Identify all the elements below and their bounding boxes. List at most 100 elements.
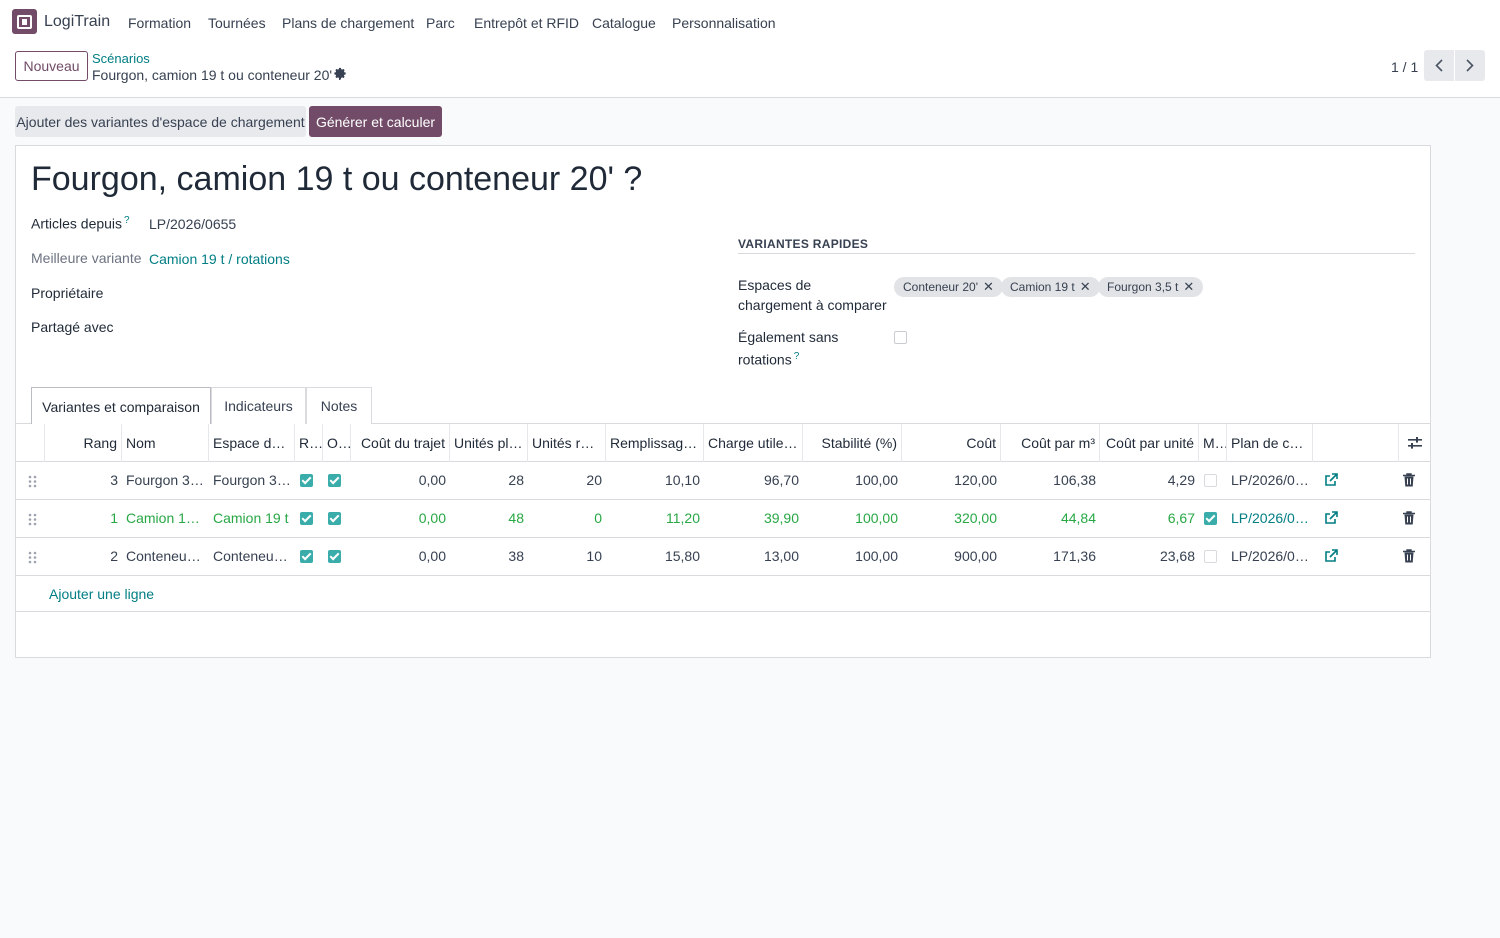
cell-m-checkbox[interactable] [1204,512,1217,525]
cell-espace[interactable]: Camion 19 t [213,510,289,526]
cell-cout-unite[interactable]: 23,68 [1159,548,1195,564]
cell-stabilite[interactable]: 100,00 [855,472,898,488]
menu-item-tournees[interactable]: Tournées [208,15,266,31]
cell-charge-utile[interactable]: 96,70 [763,472,799,488]
column-header-nom[interactable]: Nom [122,424,209,462]
column-header-cout-unite[interactable]: Coût par unité [1100,424,1199,462]
cell-stabilite[interactable]: 100,00 [855,548,898,564]
trash-icon[interactable] [1403,511,1415,525]
cell-rang[interactable]: 2 [110,548,118,564]
menu-item-formation[interactable]: Formation [128,15,192,31]
cell-unites-placees[interactable]: 48 [508,510,524,526]
add-line-link[interactable]: Ajouter une ligne [49,586,155,602]
add-variants-button[interactable]: Ajouter des variantes d'espace de charge… [15,106,306,137]
column-header-cout[interactable]: Coût [902,424,1001,462]
cell-cout[interactable]: 320,00 [954,510,997,526]
column-header-charge-utile[interactable]: Charge utile … [704,424,803,462]
column-header-rang[interactable]: Rang [45,424,122,462]
cell-remplissage[interactable]: 11,20 [666,510,700,526]
column-header-m[interactable]: M… [1199,424,1227,462]
cell-cout-m3[interactable]: 44,84 [1060,510,1096,526]
cell-unites-restantes[interactable]: 0 [594,510,602,526]
cell-unites-restantes[interactable]: 10 [586,548,602,564]
column-header-cout-trajet[interactable]: Coût du trajet [351,424,450,462]
app-name[interactable]: LogiTrain [44,13,111,30]
cell-r-checkbox[interactable] [300,550,313,563]
cell-charge-utile[interactable]: 39,90 [763,510,799,526]
drag-handle-icon[interactable] [28,475,37,488]
external-link-icon[interactable] [1324,549,1338,563]
menu-item-personnalisation[interactable]: Personnalisation [672,15,776,31]
cell-nom[interactable]: Camion 19… [126,510,208,526]
cell-m-checkbox[interactable] [1204,550,1217,563]
remove-tag-icon[interactable]: ✕ [1183,279,1195,294]
column-header-cout-m3[interactable]: Coût par m³ [1001,424,1100,462]
new-button[interactable]: Nouveau [15,51,88,81]
cell-o-checkbox[interactable] [328,550,341,563]
cell-cout-trajet[interactable]: 0,00 [418,548,446,564]
cell-plan[interactable]: LP/2026/0… [1231,548,1309,564]
menu-item-parc[interactable]: Parc [426,15,455,31]
optional-columns-toggle[interactable] [1399,424,1430,462]
tab-notes[interactable]: Notes [306,387,372,424]
tag-conteneur-20[interactable]: Conteneur 20' ✕ [894,277,1003,297]
trash-icon[interactable] [1403,549,1415,563]
cell-cout-unite[interactable]: 6,67 [1167,510,1195,526]
external-link-icon[interactable] [1324,473,1338,487]
drag-handle-icon[interactable] [28,513,37,526]
cell-cout-trajet[interactable]: 0,00 [418,510,446,526]
cell-cout-trajet[interactable]: 0,00 [418,472,446,488]
column-header-o[interactable]: O… [323,424,351,462]
cell-unites-placees[interactable]: 38 [508,548,524,564]
column-header-plan[interactable]: Plan de ch… [1227,424,1313,462]
tab-indicateurs[interactable]: Indicateurs [211,387,306,424]
table-row[interactable]: 2 Conteneur… Conteneur… 0,00 38 10 15,80… [16,538,1430,576]
tab-variantes-comparaison[interactable]: Variantes et comparaison [31,387,211,425]
tag-camion-19t[interactable]: Camion 19 t ✕ [1001,277,1100,297]
also-without-rotations-checkbox[interactable] [894,331,907,344]
remove-tag-icon[interactable]: ✕ [1079,279,1091,294]
breadcrumb-parent-link[interactable]: Scénarios [92,51,150,66]
cell-cout-unite[interactable]: 4,29 [1167,472,1195,488]
external-link-icon[interactable] [1324,511,1338,525]
cell-espace[interactable]: Conteneur… [213,548,293,564]
pager-next-button[interactable] [1455,50,1485,81]
cell-rang[interactable]: 3 [110,472,118,488]
cell-rang[interactable]: 1 [110,510,118,526]
column-header-unites-restantes[interactable]: Unités re… [528,424,606,462]
remove-tag-icon[interactable]: ✕ [983,279,994,294]
cell-unites-restantes[interactable]: 20 [586,472,602,488]
cell-cout-m3[interactable]: 171,36 [1053,548,1096,564]
cell-stabilite[interactable]: 100,00 [855,510,898,526]
cell-unites-placees[interactable]: 28 [508,472,524,488]
cell-cout-m3[interactable]: 106,38 [1053,472,1096,488]
articles-value[interactable]: LP/2026/0655 [149,216,237,232]
settings-sliders-icon[interactable] [1408,437,1422,449]
cell-nom[interactable]: Conteneur… [126,548,206,564]
record-title[interactable]: Fourgon, camion 19 t ou conteneur 20' ? [31,160,643,198]
cell-cout[interactable]: 900,00 [954,548,997,564]
cell-r-checkbox[interactable] [300,474,313,487]
cell-o-checkbox[interactable] [328,512,341,525]
best-variant-link[interactable]: Camion 19 t / rotations [149,251,290,267]
drag-handle-icon[interactable] [28,551,37,564]
column-header-r[interactable]: R… [295,424,323,462]
column-header-espace[interactable]: Espace de… [209,424,295,462]
menu-item-catalogue[interactable]: Catalogue [592,15,656,31]
cell-r-checkbox[interactable] [300,512,313,525]
cell-charge-utile[interactable]: 13,00 [763,548,799,564]
column-header-stabilite[interactable]: Stabilité (%) [803,424,902,462]
menu-item-plans-chargement[interactable]: Plans de chargement [282,15,415,31]
app-logo-icon[interactable] [12,9,37,34]
gear-icon[interactable] [334,67,347,80]
table-row[interactable]: 1 Camion 19… Camion 19 t 0,00 48 0 11,20… [16,500,1430,538]
help-icon[interactable]: ? [793,351,800,362]
cell-plan[interactable]: LP/2026/0… [1231,510,1309,526]
column-header-unites-placees[interactable]: Unités pl… [450,424,528,462]
menu-item-entrepot-rfid[interactable]: Entrepôt et RFID [474,15,580,31]
tag-fourgon-35t[interactable]: Fourgon 3,5 t ✕ [1098,277,1204,297]
cell-m-checkbox[interactable] [1204,474,1217,487]
cell-cout[interactable]: 120,00 [954,472,997,488]
pager-value[interactable]: 1 / 1 [1391,59,1419,75]
trash-icon[interactable] [1403,473,1415,487]
